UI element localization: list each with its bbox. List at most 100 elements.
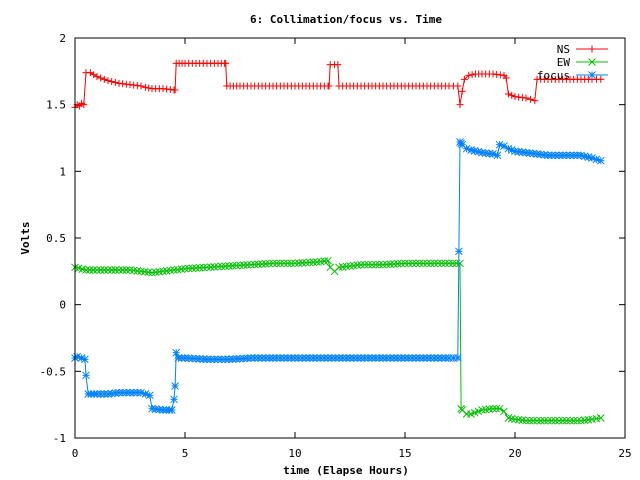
series-point [276, 354, 285, 362]
chart-title: 6: Collimation/focus vs. Time [250, 13, 442, 26]
series-point [453, 354, 462, 362]
series-point [298, 259, 307, 267]
y-tick-label: 1.5 [46, 99, 66, 112]
series-point [441, 259, 450, 268]
series-point [430, 259, 439, 268]
series-point [265, 354, 274, 362]
series-point [596, 156, 605, 165]
series-point [592, 155, 601, 164]
series-point [171, 382, 179, 390]
series-point [456, 259, 464, 268]
series-point [408, 259, 417, 268]
series-point [232, 261, 241, 270]
series-ew [71, 256, 605, 425]
x-tick-label: 20 [508, 447, 521, 460]
series-point [508, 91, 516, 99]
series-point [184, 354, 193, 363]
series-point [108, 78, 116, 86]
series-point [529, 416, 538, 425]
series-point [540, 416, 549, 425]
series-point [287, 354, 296, 362]
legend-label: focus [537, 69, 570, 82]
series-point [393, 259, 402, 268]
series-point [404, 259, 413, 268]
series-point [145, 391, 154, 400]
series-point [562, 151, 571, 160]
series-point [214, 262, 222, 271]
series-point [276, 259, 285, 268]
series-point [265, 259, 274, 268]
series-point [364, 260, 373, 269]
legend-marker [588, 71, 596, 79]
series-point [228, 355, 237, 363]
series-point [222, 59, 230, 67]
series-point [195, 355, 204, 363]
series-point [495, 404, 504, 413]
series-point [305, 258, 314, 267]
series-point [390, 260, 398, 268]
series-layer [71, 59, 605, 425]
series-point [522, 94, 530, 102]
series-point [107, 266, 116, 274]
series-point [555, 416, 563, 425]
series-point [331, 354, 340, 362]
series-point [536, 416, 545, 425]
series-point [254, 260, 263, 269]
y-tick-label: -1 [53, 432, 66, 445]
series-point [547, 416, 556, 425]
series-point [137, 82, 145, 90]
series-point [269, 354, 277, 362]
x-tick-label: 25 [618, 447, 631, 460]
series-point [465, 71, 473, 79]
series-point [597, 75, 605, 83]
series-point [294, 259, 303, 267]
series-point [210, 263, 219, 271]
series-point [239, 261, 248, 269]
series-point [455, 247, 463, 256]
series-point [525, 416, 534, 425]
series-point [309, 258, 318, 267]
series-point [97, 74, 105, 82]
series-point [596, 414, 605, 422]
series-point [137, 388, 145, 397]
series-point [171, 86, 179, 94]
series-point [82, 266, 90, 274]
series-point [526, 95, 534, 103]
series-point [324, 256, 332, 265]
series-point [115, 266, 123, 274]
series-point [357, 260, 365, 269]
series-point [415, 259, 424, 268]
series-point [181, 264, 189, 273]
series-point [111, 78, 119, 86]
series-point [375, 260, 384, 269]
series-point [104, 266, 112, 274]
series-point [291, 259, 299, 268]
series-point [141, 83, 149, 91]
series-point [96, 390, 105, 398]
series-point [342, 354, 351, 362]
y-tick-label: 2 [59, 32, 66, 45]
series-point [551, 151, 560, 160]
series-point [426, 259, 435, 268]
series-point [118, 266, 127, 274]
series-point [544, 416, 552, 425]
series-point [588, 154, 596, 162]
series-point [280, 259, 288, 268]
series-point [188, 264, 197, 273]
series-point [85, 266, 94, 274]
series-point [502, 74, 510, 82]
series-point [412, 259, 420, 268]
series-point [145, 84, 153, 92]
series-point [423, 259, 431, 268]
series-point [93, 266, 101, 274]
plot-frame [74, 37, 626, 439]
legend-label: NS [557, 43, 570, 56]
series-point [225, 262, 233, 270]
series-point [551, 416, 560, 425]
series-point [203, 263, 211, 272]
x-tick-label: 5 [182, 447, 189, 460]
y-tick-label: -0.5 [40, 365, 67, 378]
series-point [386, 354, 395, 362]
series-point [250, 260, 259, 269]
